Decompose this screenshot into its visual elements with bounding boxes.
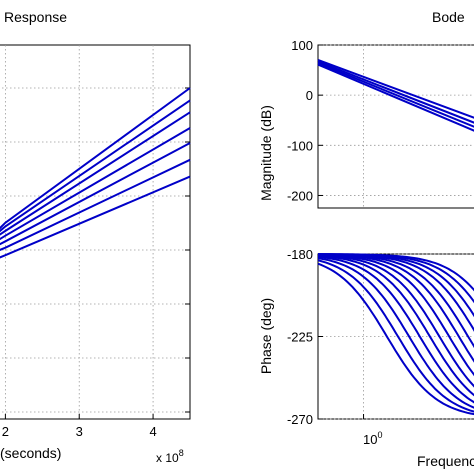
response-series-line [0,142,191,246]
phase-series-line [317,254,474,388]
phase-series-line [317,257,474,409]
response-series-line [0,127,191,241]
magnitude-series-line [317,60,474,124]
response-series-line [0,158,191,251]
magnitude-series-line [317,63,474,132]
bode-title: Bode [432,9,465,25]
phase-xtick-base: 10 [363,432,377,447]
response-series-line [0,87,191,230]
response-x-exponent-base: x 10 [156,451,179,465]
response-grid [0,45,190,419]
response-series-line [0,99,191,233]
phase-ylabel: Phase (deg) [258,298,274,374]
phase-series-line [317,255,474,404]
magnitude-ytick-label: -200 [287,188,313,203]
phase-ytick-label: -180 [287,247,313,262]
magnitude-series-line [317,59,474,119]
magnitude-ytick-label: 0 [306,88,313,103]
magnitude-series-group [317,59,474,132]
phase-xtick-power: 0 [377,430,382,440]
bode-phase-plot: -180 -225 -270 Phase (deg) 100 Frequency [258,247,474,469]
phase-series-line [317,259,474,413]
response-xtick-label: 3 [76,424,83,439]
response-xlabel: (seconds) [0,445,61,461]
response-axes-frame [0,44,191,420]
response-series-line [0,175,191,259]
phase-series-group [317,253,474,416]
phase-series-line [317,254,474,397]
magnitude-ytick-label: 100 [291,38,313,53]
response-xtick-label: 2 [2,424,9,439]
response-x-exponent-power: 8 [179,448,184,458]
response-xtick-label: 4 [149,424,156,439]
phase-series-line [317,262,474,416]
response-series-group [0,87,191,259]
magnitude-ticks: 100 0 -100 -200 [287,38,323,203]
bode-magnitude-plot: 100 0 -100 -200 Bode Magnitude (dB) [258,9,474,209]
magnitude-series-line [317,62,474,128]
phase-ytick-label: -225 [287,330,313,345]
magnitude-ylabel: Magnitude (dB) [258,105,274,201]
phase-ytick-label: -270 [287,412,313,427]
response-plot: 2 3 4 Response (seconds) x 108 [0,9,191,465]
phase-series-line [318,253,474,292]
frequency-xlabel: Frequency [417,453,474,469]
phase-xtick-label: 100 [363,430,382,447]
response-title: Response [4,9,67,25]
response-x-exponent: x 108 [156,448,184,465]
response-series-line [0,111,191,236]
magnitude-ytick-label: -100 [287,138,313,153]
phase-ticks: -180 -225 -270 [287,247,365,427]
